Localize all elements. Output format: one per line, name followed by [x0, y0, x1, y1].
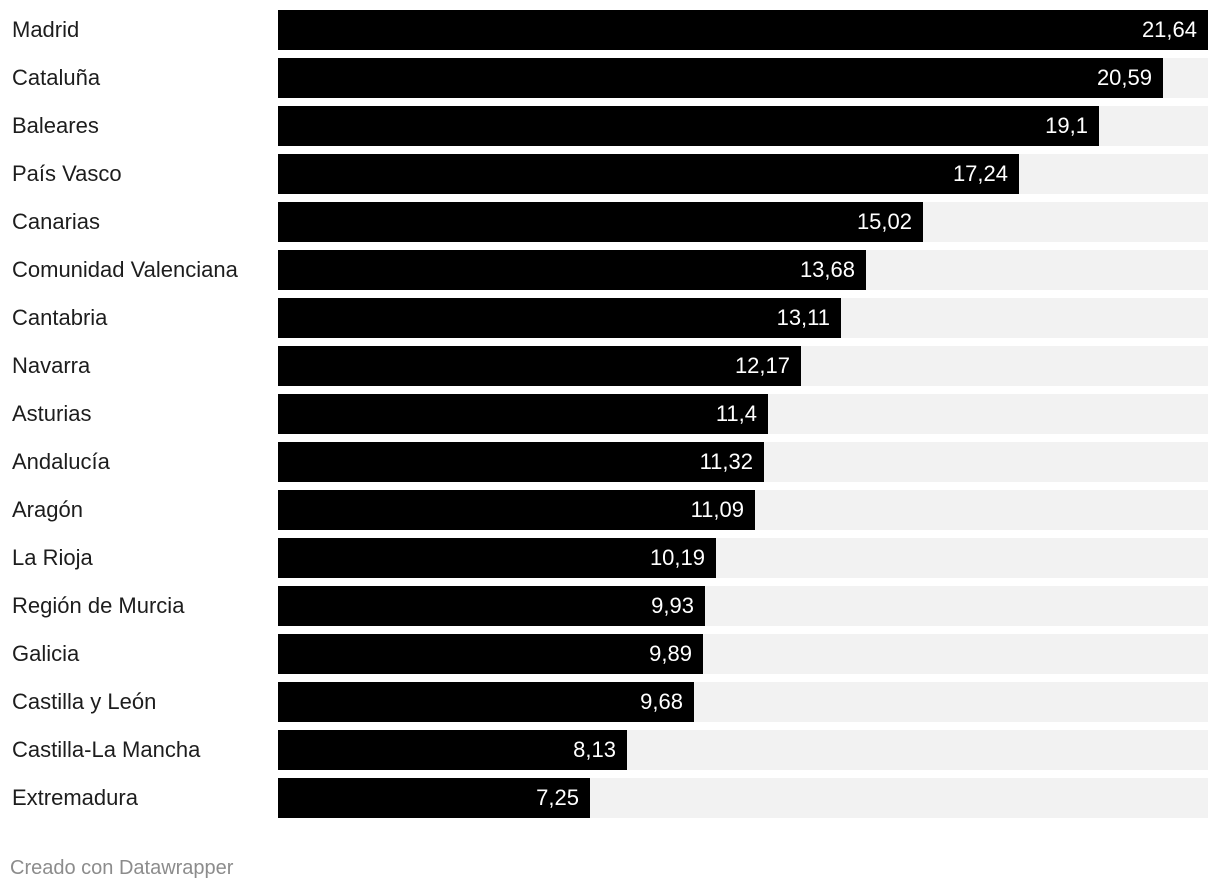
category-label: Canarias — [12, 209, 101, 234]
category-label: Extremadura — [12, 785, 138, 810]
bar — [278, 634, 703, 674]
bar — [278, 730, 627, 770]
bar — [278, 682, 694, 722]
category-label: Andalucía — [12, 449, 110, 474]
bar-row: Comunidad Valenciana 13,68 — [0, 250, 1220, 290]
category-label: Cantabria — [12, 305, 108, 330]
bar-row: Extremadura 7,25 — [0, 778, 1220, 818]
bar-row: Navarra 12,17 — [0, 346, 1220, 386]
bar-row: Galicia 9,89 — [0, 634, 1220, 674]
value-label: 20,59 — [1096, 65, 1152, 90]
value-label: 17,24 — [952, 161, 1008, 186]
value-label: 11,4 — [715, 401, 757, 426]
value-label: 11,09 — [690, 497, 744, 522]
value-label: 7,25 — [536, 785, 579, 810]
bar — [278, 202, 923, 242]
bar — [278, 58, 1163, 98]
value-label: 13,11 — [776, 305, 830, 330]
bar — [278, 298, 841, 338]
bar-row: Asturias 11,4 — [0, 394, 1220, 434]
category-label: Asturias — [12, 401, 92, 426]
category-label: Galicia — [12, 641, 80, 666]
category-label: Región de Murcia — [12, 593, 185, 618]
value-label: 21,64 — [1141, 17, 1197, 42]
category-label: Madrid — [12, 17, 80, 42]
value-label: 8,13 — [573, 737, 616, 762]
bar-row: País Vasco 17,24 — [0, 154, 1220, 194]
bar — [278, 250, 866, 290]
bar — [278, 490, 755, 530]
category-label: Cataluña — [12, 65, 101, 90]
category-label: País Vasco — [12, 161, 122, 186]
category-label: La Rioja — [12, 545, 93, 570]
bar-row: Región de Murcia 9,93 — [0, 586, 1220, 626]
bar-row: Canarias 15,02 — [0, 202, 1220, 242]
bar — [278, 10, 1208, 50]
bar-row: Castilla-La Mancha 8,13 — [0, 730, 1220, 770]
value-label: 11,32 — [699, 449, 753, 474]
bar-row: Castilla y León 9,68 — [0, 682, 1220, 722]
bar — [278, 586, 705, 626]
value-label: 19,1 — [1045, 113, 1088, 138]
category-label: Baleares — [12, 113, 99, 138]
bar-row: Aragón 11,09 — [0, 490, 1220, 530]
bar-row: La Rioja 10,19 — [0, 538, 1220, 578]
bar-row: Cataluña 20,59 — [0, 58, 1220, 98]
bar — [278, 154, 1019, 194]
value-label: 15,02 — [856, 209, 912, 234]
value-label: 13,68 — [799, 257, 855, 282]
value-label: 10,19 — [649, 545, 705, 570]
bar — [278, 778, 590, 818]
bar-row: Madrid 21,64 — [0, 10, 1220, 50]
bar — [278, 346, 801, 386]
value-label: 9,89 — [649, 641, 692, 666]
category-label: Navarra — [12, 353, 91, 378]
bar — [278, 106, 1099, 146]
category-label: Castilla y León — [12, 689, 157, 714]
bar-row: Andalucía 11,32 — [0, 442, 1220, 482]
bar — [278, 394, 768, 434]
category-label: Aragón — [12, 497, 83, 522]
bar — [278, 538, 716, 578]
bar-row: Baleares 19,1 — [0, 106, 1220, 146]
value-label: 9,68 — [640, 689, 683, 714]
value-label: 12,17 — [734, 353, 790, 378]
bar-row: Cantabria 13,11 — [0, 298, 1220, 338]
value-label: 9,93 — [651, 593, 694, 618]
category-label: Castilla-La Mancha — [12, 737, 201, 762]
category-label: Comunidad Valenciana — [12, 257, 238, 282]
bar — [278, 442, 764, 482]
credit-text: Creado con Datawrapper — [10, 857, 234, 879]
